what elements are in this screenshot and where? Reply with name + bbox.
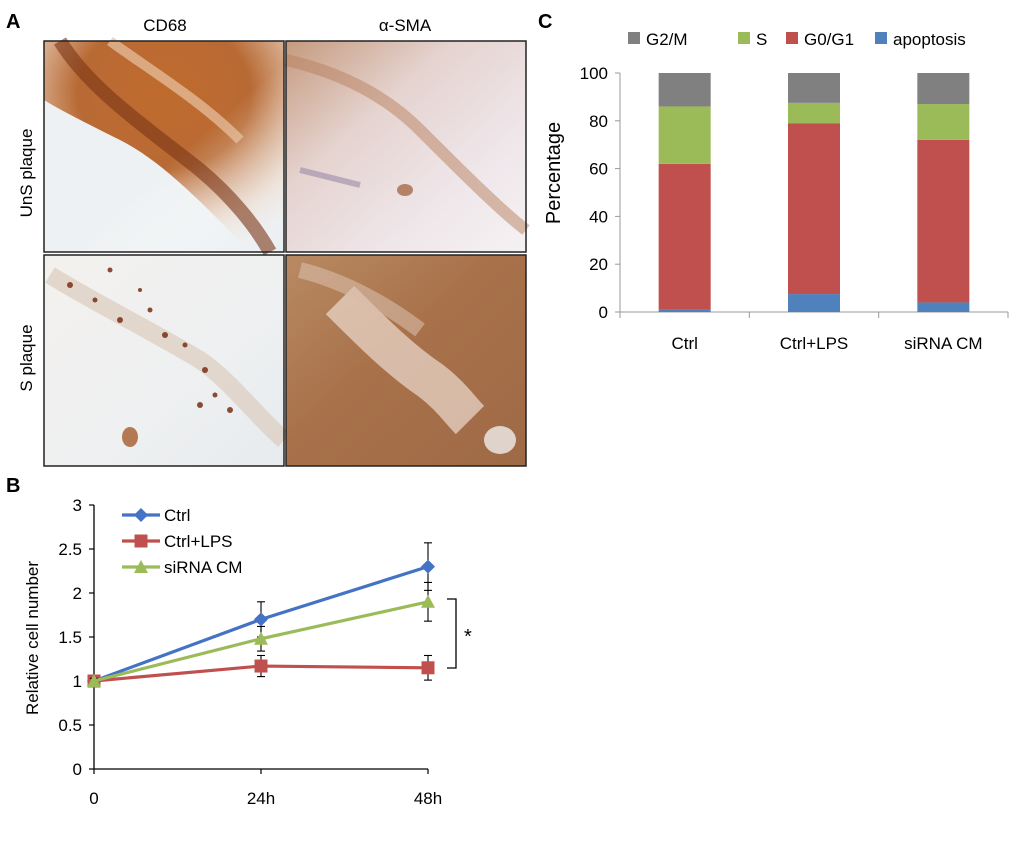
b-y-tick-label: 2 (73, 584, 82, 603)
c-segment-s (917, 104, 970, 140)
c-legend-swatch (628, 32, 640, 44)
b-y-tick-label: 0.5 (58, 716, 82, 735)
c-y-tick-label: 0 (599, 303, 608, 322)
c-legend-swatch (738, 32, 750, 44)
b-x-tick-label: 24h (247, 789, 275, 808)
c-segment-g2-m (917, 73, 970, 105)
b-series-sirna-cm (87, 581, 435, 687)
b-legend-label: Ctrl (164, 506, 190, 525)
b-point-ctrl-lps (421, 661, 435, 675)
c-y-tick-label: 40 (589, 207, 608, 226)
c-y-tick-label: 20 (589, 255, 608, 274)
c-bar-ctrl (658, 73, 711, 312)
c-x-tick-label: Ctrl+LPS (780, 334, 849, 353)
panel-b-line-chart: B 0 0.5 1 1.5 2 2.5 3 0 24h 48h Ctrl Ctrl+LPS siRNA… (6, 475, 472, 808)
b-y-tick-label: 1 (73, 672, 82, 691)
c-legend-label: G0/G1 (804, 30, 854, 49)
b-point-sirna-cm (421, 594, 435, 608)
b-legend-marker (134, 508, 148, 522)
c-segment-apoptosis (658, 309, 711, 312)
b-x-tick-label: 0 (89, 789, 98, 808)
b-y-tick-label: 3 (73, 496, 82, 515)
micrograph-asma-unstable (284, 40, 530, 253)
c-legend-swatch (875, 32, 887, 44)
micrograph-asma-stable (285, 254, 527, 467)
col-label-cd68: CD68 (143, 16, 186, 35)
b-point-ctrl (254, 612, 268, 627)
c-legend-item-apoptosis: apoptosis (875, 30, 966, 49)
micrograph-cd68-unstable (43, 36, 285, 256)
panel-c-stacked-bar-chart: C G2/M S G0/G1 apoptosis 0 20 40 60 80 100 Ctrl Ct… (538, 11, 1009, 353)
c-bar-ctrl-lps (788, 73, 840, 312)
panel-a-micrographs: A CD68 α-SMA UnS plaque S plaque (6, 11, 530, 467)
row-label-uns-plaque: UnS plaque (17, 129, 36, 218)
c-legend-label: apoptosis (893, 30, 966, 49)
panel-c-letter: C (538, 11, 552, 33)
c-y-tick-label: 60 (589, 160, 608, 179)
b-y-tick-label: 2.5 (58, 540, 82, 559)
c-y-axis-label: Percentage (543, 122, 565, 224)
c-x-tick-label: siRNA CM (904, 334, 982, 353)
c-y-tick-label: 80 (589, 112, 608, 131)
c-segment-s (658, 106, 711, 164)
c-legend-item-g0-g1: G0/G1 (786, 30, 854, 49)
col-label-asma: α-SMA (379, 16, 432, 35)
c-bar-sirna-cm (917, 73, 970, 312)
b-legend-label: siRNA CM (164, 558, 242, 577)
b-legend-item-ctrl: Ctrl (122, 506, 190, 525)
b-legend-item-sirna-cm: siRNA CM (122, 558, 242, 577)
b-series-ctrl-lps (87, 654, 435, 688)
c-segment-s (788, 102, 840, 124)
c-legend-label: G2/M (646, 30, 688, 49)
c-segment-g0-g1 (788, 123, 840, 295)
significance-bracket (447, 598, 457, 669)
b-point-sirna-cm (254, 631, 268, 645)
c-segment-g0-g1 (658, 163, 711, 310)
panel-b-letter: B (6, 475, 20, 497)
c-y-tick-label: 100 (580, 64, 608, 83)
b-legend-label: Ctrl+LPS (164, 532, 233, 551)
b-y-tick-label: 0 (73, 760, 82, 779)
c-segment-apoptosis (917, 302, 970, 312)
b-point-sirna-cm (87, 674, 101, 687)
c-legend-item-g2-m: G2/M (628, 30, 688, 49)
panel-a-letter: A (6, 11, 20, 33)
b-y-tick-label: 1.5 (58, 628, 82, 647)
b-x-tick-label: 48h (414, 789, 442, 808)
b-legend-item-ctrl-lps: Ctrl+LPS (122, 532, 233, 551)
c-legend-label: S (756, 30, 767, 49)
significance-asterisk: * (464, 626, 472, 648)
row-label-s-plaque: S plaque (17, 324, 36, 391)
micrograph-cd68-stable (43, 254, 290, 467)
c-segment-apoptosis (788, 294, 840, 312)
c-x-tick-label: Ctrl (671, 334, 697, 353)
b-point-ctrl (421, 559, 435, 574)
b-legend-marker (134, 534, 148, 548)
c-segment-g0-g1 (917, 139, 970, 303)
c-segment-g2-m (788, 73, 840, 103)
b-y-axis-label: Relative cell number (23, 561, 42, 715)
b-point-ctrl-lps (254, 659, 268, 673)
b-legend-marker (134, 560, 148, 573)
c-legend-item-s: S (738, 30, 767, 49)
c-segment-g2-m (658, 73, 711, 107)
c-legend-swatch (786, 32, 798, 44)
